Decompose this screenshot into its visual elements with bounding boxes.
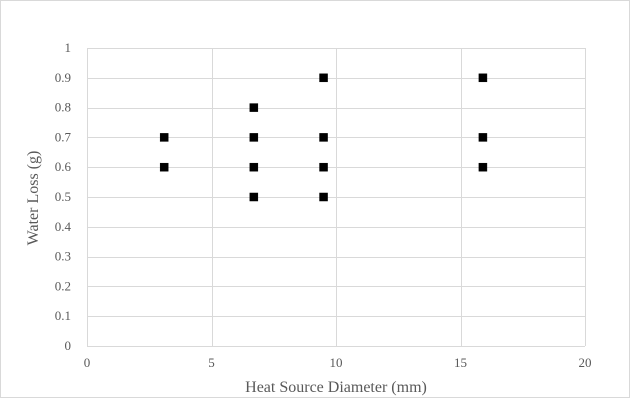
y-tick-label: 0.7 <box>55 129 72 144</box>
data-point <box>249 103 259 112</box>
data-point <box>319 192 328 202</box>
y-tick-label: 0.5 <box>55 189 71 204</box>
data-point <box>478 133 488 142</box>
x-tick-label: 5 <box>208 355 215 370</box>
y-tick-label: 0.4 <box>55 219 72 234</box>
y-tick-label: 0.3 <box>55 249 71 264</box>
data-point <box>478 162 488 172</box>
data-point <box>249 192 259 202</box>
y-tick-label: 0.2 <box>55 278 71 293</box>
x-tick-label: 10 <box>330 355 343 370</box>
x-tick-label: 15 <box>454 355 467 370</box>
data-point <box>319 133 328 142</box>
data-point <box>249 162 259 172</box>
y-tick-label: 0 <box>65 338 72 353</box>
data-point <box>478 73 488 83</box>
x-axis-title: Heat Source Diameter (mm) <box>245 379 427 396</box>
tick-labels: 00.10.20.30.40.50.60.70.80.910 5 10 15 20 <box>55 40 592 370</box>
y-tick-label: 0.8 <box>55 100 71 115</box>
y-axis-title: Water Loss (g) <box>25 151 42 246</box>
data-point <box>249 133 259 142</box>
x-tick-label: 0 <box>84 355 91 370</box>
y-tick-label: 1 <box>65 40 72 55</box>
data-point <box>319 162 328 172</box>
y-tick-label: 0.6 <box>55 159 72 174</box>
data-point <box>159 162 169 172</box>
gridlines <box>87 48 586 347</box>
y-tick-label: 0.9 <box>55 70 71 85</box>
data-point <box>319 73 328 83</box>
data-points <box>159 73 488 202</box>
data-point <box>159 133 169 142</box>
x-tick-label: 20 <box>579 355 592 370</box>
y-tick-label: 0.1 <box>55 308 71 323</box>
